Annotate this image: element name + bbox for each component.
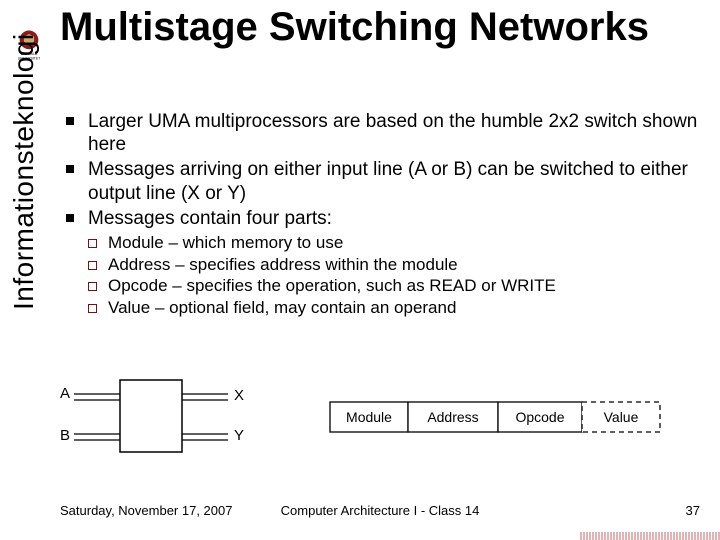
diagram-area: A B X Y Module Address Opcode Value [60, 360, 700, 480]
packet-field: Opcode [515, 409, 564, 425]
switch-output-y: Y [234, 427, 244, 444]
slide-title: Multistage Switching Networks [60, 6, 649, 49]
subbullet-item: Address – specifies address within the m… [60, 254, 700, 276]
content-area: Larger UMA multiprocessors are based on … [60, 110, 700, 319]
bullet-item: Messages contain four parts: [60, 207, 700, 230]
footer-date: Saturday, November 17, 2007 [60, 503, 232, 518]
footer-page: 37 [686, 503, 700, 518]
side-label: Informationsteknologi [8, 33, 40, 310]
bullet-item: Larger UMA multiprocessors are based on … [60, 110, 700, 156]
switch-output-x: X [234, 387, 244, 404]
bullet-list: Larger UMA multiprocessors are based on … [60, 110, 700, 230]
decorative-bar [580, 532, 720, 540]
footer: Saturday, November 17, 2007 Computer Arc… [60, 503, 700, 518]
switch-input-b: B [60, 427, 70, 444]
switch-diagram: A B X Y [60, 380, 244, 452]
switch-input-a: A [60, 385, 70, 402]
subbullet-item: Value – optional field, may contain an o… [60, 297, 700, 319]
packet-field: Value [604, 409, 639, 425]
packet-field: Address [427, 409, 478, 425]
subbullet-list: Module – which memory to use Address – s… [60, 232, 700, 319]
subbullet-item: Module – which memory to use [60, 232, 700, 254]
subbullet-item: Opcode – specifies the operation, such a… [60, 275, 700, 297]
packet-diagram: Module Address Opcode Value [330, 402, 660, 432]
packet-field: Module [346, 409, 392, 425]
footer-course: Computer Architecture I - Class 14 [281, 503, 480, 518]
bullet-item: Messages arriving on either input line (… [60, 158, 700, 204]
